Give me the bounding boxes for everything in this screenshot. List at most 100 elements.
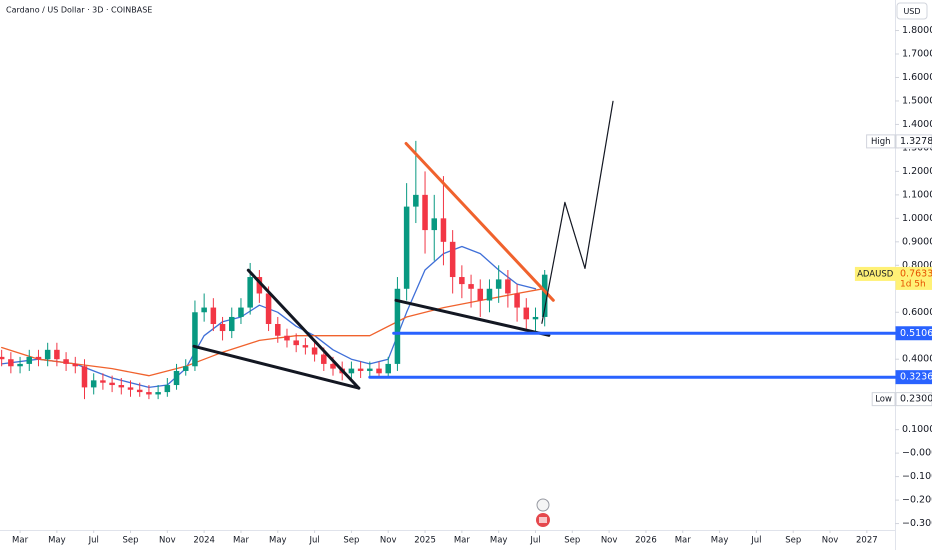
y-tick-label: 0.4000 <box>902 354 932 365</box>
candle-body <box>63 359 69 364</box>
candle-body <box>72 363 79 367</box>
x-tick-label: Mar <box>675 536 692 546</box>
price-badge-label: ADAUSD <box>857 269 894 279</box>
candle-body <box>486 288 493 301</box>
candle-body <box>155 392 161 395</box>
event-icons[interactable] <box>536 498 550 527</box>
x-tick-label: May <box>48 536 66 546</box>
x-tick-label: Sep <box>785 536 801 546</box>
y-tick-label: 1.2000 <box>902 166 932 177</box>
candle-body <box>468 284 474 289</box>
x-tick-label: Jul <box>750 536 761 546</box>
candle-body <box>413 194 419 207</box>
y-tick-label: 0.8000 <box>902 260 932 271</box>
candle-body <box>228 316 235 332</box>
y-tick-label: 1.5000 <box>902 95 932 106</box>
y-tick-label: −0.1000 <box>902 471 932 482</box>
y-tick-label: 0.9000 <box>902 236 932 247</box>
candle-body <box>311 347 318 355</box>
candle-body <box>459 277 465 285</box>
trend-line <box>404 142 555 302</box>
candle-body <box>109 382 115 386</box>
candle-body <box>376 368 382 374</box>
candle-body <box>357 368 364 371</box>
candle-body <box>385 363 391 374</box>
candle-body <box>541 274 548 317</box>
currency-box[interactable] <box>896 2 928 20</box>
price-badge <box>895 326 932 341</box>
candle-body <box>394 288 401 364</box>
price-badge <box>895 370 932 385</box>
candle-body <box>238 307 244 317</box>
price-badge-label-box <box>871 392 896 407</box>
candle-body <box>35 356 42 360</box>
y-tick-label: −0.2000 <box>902 495 932 506</box>
candle-body <box>422 194 428 231</box>
price-badge-label-box <box>854 266 896 281</box>
candle-body <box>514 293 520 308</box>
x-tick-label: 2025 <box>414 536 436 546</box>
x-tick-label: May <box>490 536 508 546</box>
candle-body <box>90 380 97 388</box>
candle-body <box>164 385 171 393</box>
x-tick-label: Sep <box>343 536 359 546</box>
x-tick-label: May <box>269 536 287 546</box>
candle-body <box>192 312 198 367</box>
price-badge-label: High <box>871 137 891 147</box>
candle-body <box>275 324 281 336</box>
x-tick-label: Jul <box>88 536 99 546</box>
candle-body <box>81 366 88 388</box>
x-tick-label: May <box>711 536 729 546</box>
candle-body <box>284 335 290 341</box>
candle-body <box>247 277 253 308</box>
candle-body <box>256 277 263 294</box>
x-tick-label: Nov <box>601 536 618 546</box>
candle-body <box>321 354 327 364</box>
y-tick-label: −0.0000 <box>902 448 932 459</box>
candle-body <box>146 392 152 395</box>
trend-line <box>394 298 551 337</box>
candle-body <box>348 368 355 374</box>
candle-body <box>265 293 272 324</box>
price-badge <box>895 392 932 407</box>
candle-body <box>330 363 336 369</box>
y-tick-label: −0.3000 <box>902 518 932 529</box>
candle-body <box>477 288 484 301</box>
y-tick-label: 0.6000 <box>902 307 932 318</box>
y-tick-label: 1.4000 <box>902 119 932 130</box>
candle-body <box>219 324 226 332</box>
price-badge-value: 0.5106 <box>900 328 932 339</box>
event-icon[interactable] <box>536 498 550 512</box>
candle-body <box>173 370 180 386</box>
candle-body <box>54 349 60 360</box>
x-tick-label: Jul <box>529 536 540 546</box>
plot: 1.80001.70001.60001.50001.40001.30001.20… <box>0 25 932 546</box>
price-badge-label: Low <box>875 395 892 405</box>
candle-body <box>523 307 530 320</box>
candle-body <box>182 366 189 371</box>
candle-body <box>403 206 410 289</box>
candle-body <box>532 316 539 320</box>
candle-body <box>201 307 207 313</box>
price-badge <box>895 134 932 149</box>
candle-body <box>44 349 51 360</box>
x-tick-label: 2024 <box>193 536 215 546</box>
candle-body <box>440 218 447 242</box>
x-tick-label: Nov <box>159 536 176 546</box>
x-tick-label: Mar <box>454 536 471 546</box>
event-icon-flag <box>539 517 547 523</box>
price-badge-label-box <box>866 134 896 149</box>
candle-body <box>505 279 511 294</box>
price-badge-value: 0.3236 <box>900 372 932 383</box>
y-tick-label: 1.0000 <box>902 213 932 224</box>
x-tick-label: Sep <box>564 536 580 546</box>
candle-body <box>367 368 373 371</box>
price-badge-value: 1.3278 <box>900 136 932 147</box>
currency[interactable]: USD <box>903 7 920 16</box>
x-tick-label: Jul <box>308 536 319 546</box>
candle-body <box>302 345 309 348</box>
candle-body <box>431 218 438 231</box>
y-tick-label: 1.1000 <box>902 189 932 200</box>
